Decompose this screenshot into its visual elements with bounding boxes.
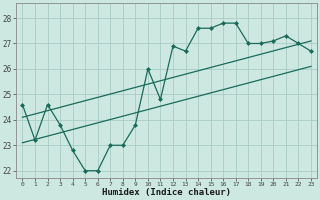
X-axis label: Humidex (Indice chaleur): Humidex (Indice chaleur) — [102, 188, 231, 197]
